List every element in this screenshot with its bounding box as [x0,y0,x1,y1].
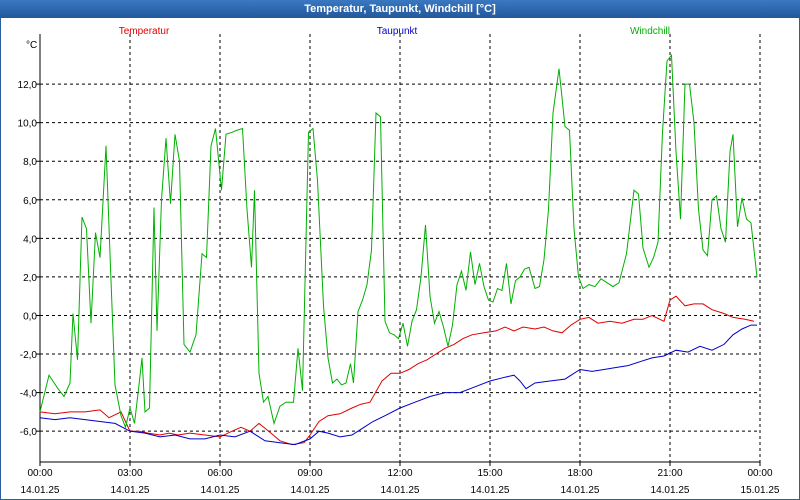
grid-lines [39,34,761,462]
x-tick-time: 09:00 [297,468,322,479]
x-tick-time: 21:00 [657,468,682,479]
series-line-windchill [39,53,758,429]
y-tick-label: 10,0 [18,119,38,130]
y-axis-ticks: -6,0 -4,0 -2,0 0,0 2,0 4,0 6,0 8,0 10,0 12,0 [18,80,40,438]
x-axis-ticks: 00:00 14.01.25 03:00 14.01.25 06:00 14.01.25 0… [21,462,780,496]
y-tick-label: -6,0 [20,427,38,438]
y-tick-label: -2,0 [20,350,38,361]
x-tick-date: 14.01.25 [561,485,600,496]
y-tick-label: 12,0 [18,80,38,91]
y-tick-label: 0,0 [23,311,37,322]
y-tick-label: 2,0 [23,273,37,284]
legend-entry: Temperatur [119,26,170,37]
x-tick-date: 14.01.25 [471,485,510,496]
x-tick-date: 14.01.25 [111,485,150,496]
x-tick-date: 14.01.25 [651,485,690,496]
series-group [39,53,758,446]
x-tick-date: 15.01.25 [741,485,780,496]
x-tick-date: 14.01.25 [381,485,420,496]
x-tick-time: 18:00 [567,468,592,479]
x-tick-time: 15:00 [477,468,502,479]
y-tick-label: 6,0 [23,196,37,207]
x-tick-time: 03:00 [117,468,142,479]
series-line-taupunkt [39,324,757,446]
y-tick-label: 4,0 [23,234,37,245]
x-tick-date: 14.01.25 [21,485,60,496]
y-tick-label: -4,0 [20,389,38,400]
x-tick-time: 00:00 [747,468,772,479]
x-tick-time: 12:00 [387,468,412,479]
y-tick-label: 8,0 [23,157,37,168]
series-line-temperatur [39,295,755,446]
legend-entry: Taupunkt [377,26,418,37]
axes [39,34,760,463]
x-tick-date: 14.01.25 [291,485,330,496]
x-tick-time: 06:00 [207,468,232,479]
y-axis-label: °C [26,40,37,51]
legend: Temperatur Taupunkt Windchill [119,26,670,37]
legend-entry: Windchill [630,26,670,37]
x-tick-date: 14.01.25 [201,485,240,496]
chart-title: Temperatur, Taupunkt, Windchill [°C] [0,0,800,18]
x-tick-time: 00:00 [27,468,52,479]
